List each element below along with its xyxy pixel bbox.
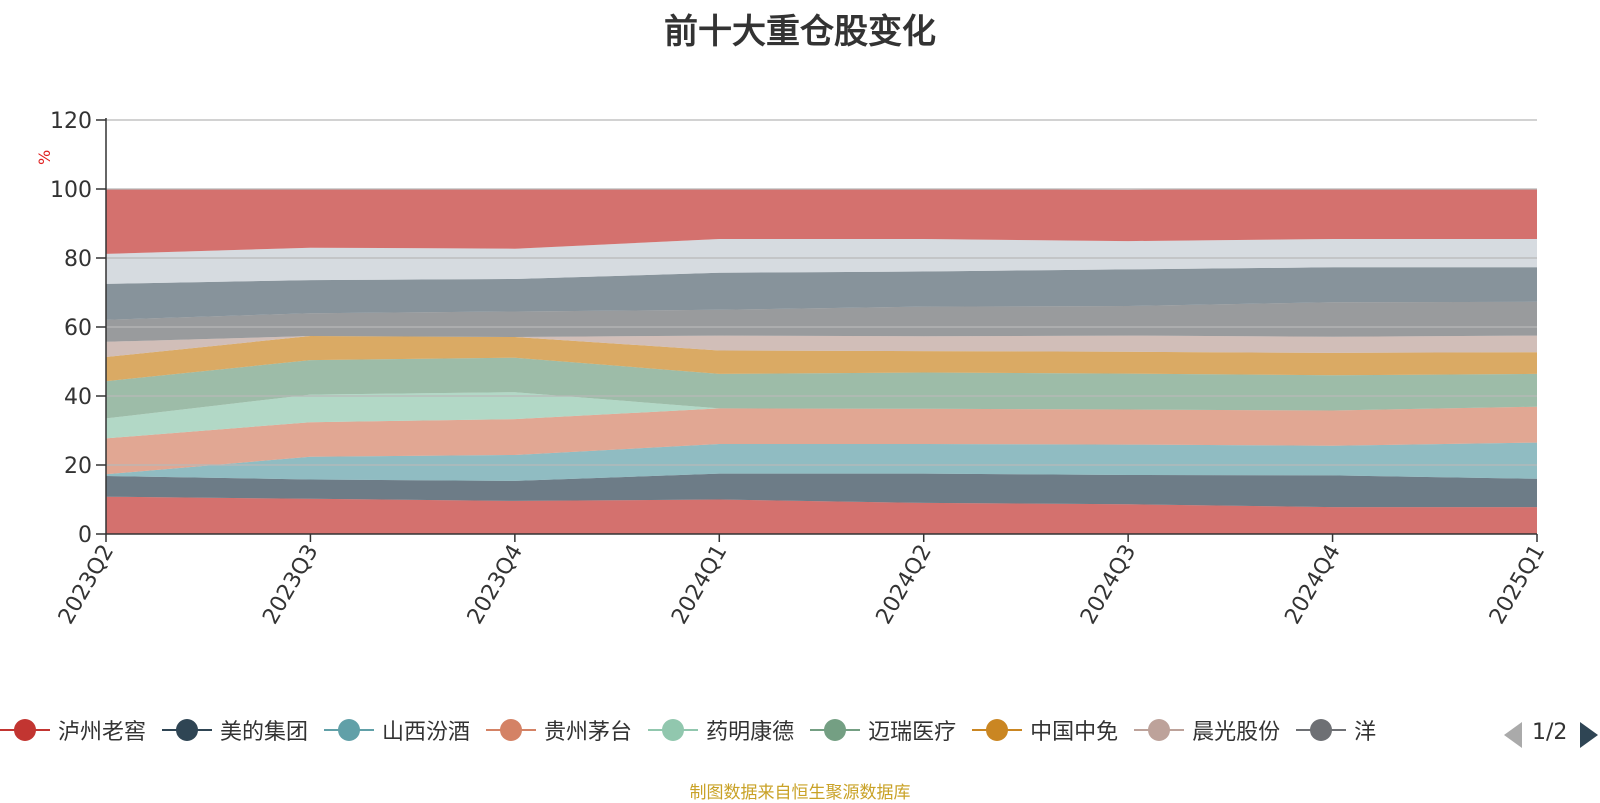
legend-item[interactable]: 贵州茅台 <box>486 708 632 752</box>
area-series-8 <box>106 301 1537 342</box>
area-series-3 <box>106 406 1537 475</box>
y-tick-label: 40 <box>64 385 92 410</box>
area-series-5 <box>106 357 1537 419</box>
gridlines <box>106 119 1537 466</box>
legend-label: 美的集团 <box>220 720 309 745</box>
legend-label: 药明康德 <box>706 720 795 745</box>
legend-item[interactable]: 洋 <box>1296 708 1376 752</box>
area-series-6 <box>106 336 1537 382</box>
legend-label: 迈瑞医疗 <box>868 720 957 745</box>
y-tick-labels: 0 20 40 60 80 100 120 <box>50 109 92 548</box>
legend-pager: 1/2 <box>1500 718 1600 750</box>
x-tick-label: 2024Q4 <box>1280 541 1345 629</box>
y-tick-label: 20 <box>64 454 92 479</box>
legend-marker-icon <box>810 715 861 745</box>
legend-page-indicator: 1/2 <box>1532 720 1568 745</box>
x-tick-label: 2024Q1 <box>667 541 732 629</box>
area-series-9 <box>106 267 1537 320</box>
legend-marker-icon <box>0 715 50 745</box>
x-tick-label: 2023Q4 <box>463 541 528 629</box>
y-tick-label: 80 <box>64 247 92 272</box>
legend-item[interactable]: 药明康德 <box>648 708 794 752</box>
x-tick-label: 2024Q2 <box>872 541 937 629</box>
data-source-note: 制图数据来自恒生聚源数据库 <box>689 783 911 803</box>
area-series-2 <box>106 442 1537 481</box>
legend-marker-icon <box>486 715 537 745</box>
x-tick-label: 2023Q3 <box>258 541 323 629</box>
legend-label: 贵州茅台 <box>544 720 633 745</box>
legend-label: 山西汾酒 <box>382 720 471 745</box>
area-series-7 <box>106 335 1537 357</box>
y-axis-label: % <box>35 150 54 165</box>
legend-marker-icon <box>972 715 1023 745</box>
x-tick-label: 2024Q3 <box>1076 541 1141 629</box>
axes <box>96 118 1538 542</box>
legend-label: 中国中免 <box>1030 720 1119 745</box>
y-tick-label: 0 <box>78 523 92 548</box>
legend-item[interactable]: 迈瑞医疗 <box>810 708 956 752</box>
legend-label: 泸州老窖 <box>58 720 147 745</box>
y-tick-label: 120 <box>50 109 92 134</box>
triangle-left-icon[interactable] <box>1502 720 1524 750</box>
legend-marker-icon <box>648 715 699 745</box>
x-tick-label: 2025Q1 <box>1485 541 1550 629</box>
y-tick-label: 100 <box>50 178 92 203</box>
x-tick-labels: 2023Q2 2023Q3 2023Q4 2024Q1 2024Q2 2024Q3 2024… <box>54 541 1550 629</box>
legend-label: 洋 <box>1354 720 1377 745</box>
legend-item[interactable]: 泸州老窖 <box>0 708 146 752</box>
area-series-0 <box>106 496 1537 534</box>
y-tick-label: 60 <box>64 316 92 341</box>
chart-title: 前十大重仓股变化 <box>664 12 936 52</box>
legend-item[interactable]: 晨光股份 <box>1134 708 1280 752</box>
legend-item[interactable]: 中国中免 <box>972 708 1118 752</box>
legend-item[interactable]: 美的集团 <box>162 708 308 752</box>
triangle-right-icon[interactable] <box>1578 720 1600 750</box>
legend-marker-icon <box>162 715 213 745</box>
area-series-10 <box>106 239 1537 284</box>
stacked-area-chart: 0 20 40 60 80 100 120 2023Q2 2023Q3 2023Q4 2024Q1… <box>35 109 1550 629</box>
legend: 泸州老窖 美的集团 山西汾酒 贵州茅台 药明康德 迈瑞医疗 中国中免 晨光股份 洋 <box>0 708 1490 752</box>
legend-label: 晨光股份 <box>1192 720 1281 745</box>
area-series-1 <box>106 473 1537 508</box>
x-tick-label: 2023Q2 <box>54 541 119 629</box>
area-layers <box>106 189 1537 534</box>
legend-item[interactable]: 山西汾酒 <box>324 708 470 752</box>
legend-marker-icon <box>324 715 375 745</box>
area-series-11 <box>106 189 1537 254</box>
legend-marker-icon <box>1296 715 1347 745</box>
area-series-4 <box>106 392 1537 439</box>
legend-marker-icon <box>1134 715 1185 745</box>
